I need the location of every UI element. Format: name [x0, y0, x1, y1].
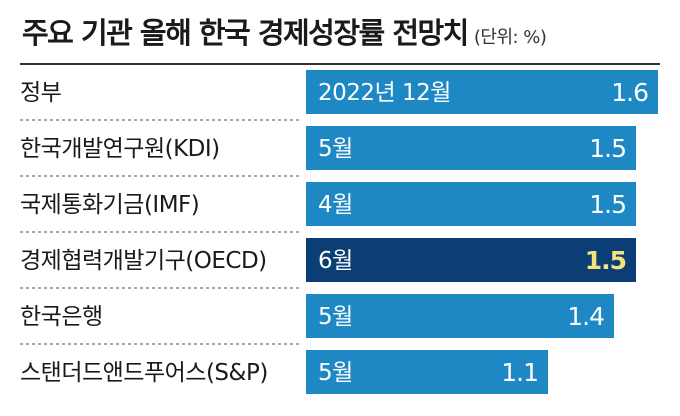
data-label: 1.4	[567, 302, 604, 331]
data-label: 1.5	[589, 134, 626, 163]
category-label: 한국은행	[20, 304, 103, 330]
bar-date-label: 4월	[318, 192, 353, 218]
bar	[306, 126, 636, 170]
chart-title: 주요 기관 올해 한국 경제성장률 전망치	[22, 16, 469, 50]
category-label: 경제협력개발기구(OECD)	[20, 248, 267, 274]
bar-date-label: 5월	[318, 360, 353, 386]
bar-date-label: 2022년 12월	[318, 80, 451, 106]
category-label: 한국개발연구원(KDI)	[20, 136, 220, 162]
bar-date-label: 5월	[318, 136, 353, 162]
data-label: 1.5	[585, 246, 626, 275]
category-label: 정부	[20, 80, 61, 106]
bar	[306, 70, 658, 114]
bar-date-label: 6월	[318, 248, 353, 274]
unit-label: (단위: %)	[473, 27, 547, 48]
bar	[306, 238, 636, 282]
data-label: 1.6	[611, 78, 648, 107]
chart-title-block: 주요 기관 올해 한국 경제성장률 전망치 (단위: %)	[22, 10, 547, 52]
data-label: 1.1	[501, 358, 538, 387]
data-label: 1.5	[589, 190, 626, 219]
bar	[306, 182, 636, 226]
category-label: 국제통화기금(IMF)	[20, 192, 199, 218]
category-label: 스탠더드앤드푸어스(S&P)	[20, 360, 268, 386]
bar	[306, 350, 548, 394]
bar-date-label: 5월	[318, 304, 353, 330]
bar	[306, 294, 614, 338]
